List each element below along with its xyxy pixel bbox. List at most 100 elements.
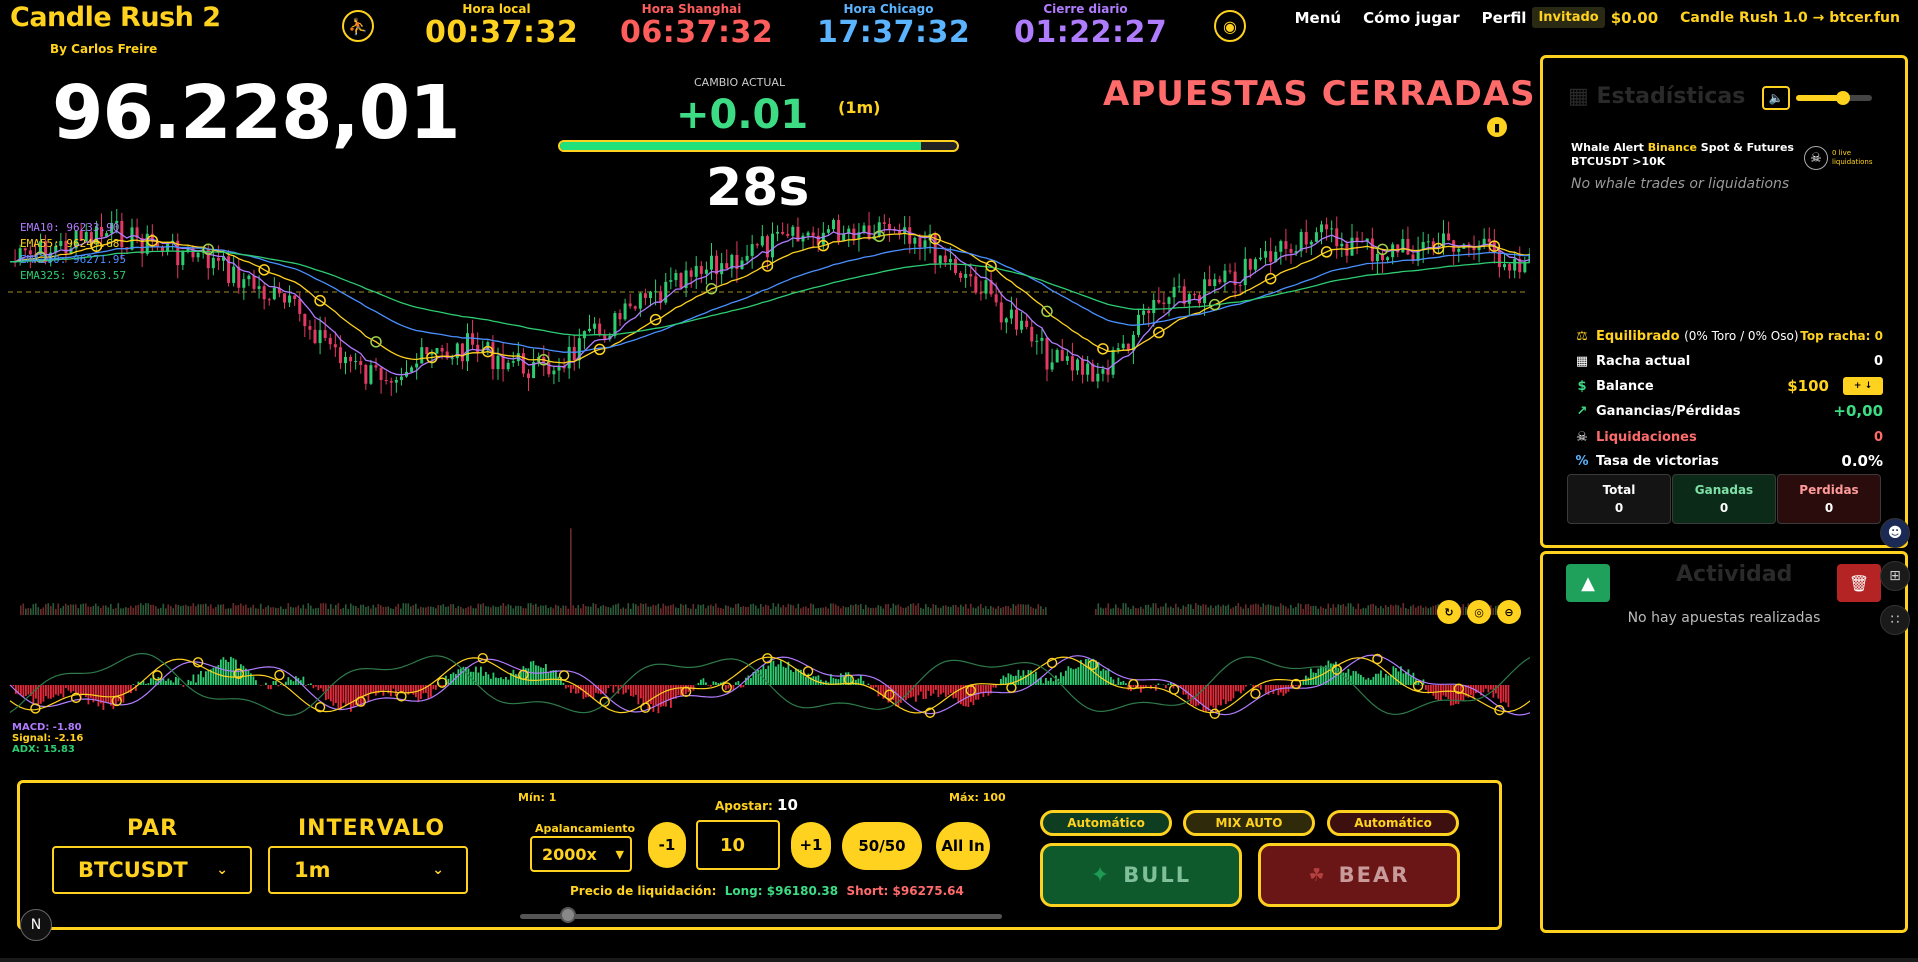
volume-bar	[957, 607, 960, 615]
area-chart-icon[interactable]: ▲	[1566, 564, 1610, 602]
auto-bull-button[interactable]: Automático	[1040, 810, 1172, 836]
crossover-marker	[1488, 240, 1501, 252]
stake-slider-handle[interactable]	[560, 907, 577, 923]
all-in-button[interactable]: All In	[936, 822, 990, 870]
topup-button[interactable]: + ↓	[1843, 377, 1883, 395]
leverage-select[interactable]: 2000x ▼	[530, 836, 632, 872]
price-chart[interactable]	[0, 200, 1530, 760]
volume-bar	[437, 605, 440, 615]
volume-bar	[925, 604, 927, 615]
volume-bar	[770, 608, 772, 615]
macd-histogram-bar	[1507, 685, 1510, 708]
center-icon[interactable]: ◎	[1467, 600, 1491, 624]
macd-histogram-bar	[65, 685, 67, 689]
candle-body	[1513, 258, 1517, 271]
mix-auto-button[interactable]: MIX AUTO	[1183, 810, 1315, 836]
volume-bar	[695, 608, 697, 615]
volume-bar	[1150, 607, 1152, 615]
candle-body	[984, 280, 988, 294]
decrement-button[interactable]: -1	[648, 822, 686, 868]
macd-cross-marker	[518, 669, 529, 681]
candle-body	[623, 303, 627, 320]
reset-icon[interactable]: ↻	[1437, 600, 1461, 624]
candle-body	[354, 361, 358, 363]
macd-histogram-bar	[187, 679, 190, 685]
macd-histogram-bar	[810, 677, 812, 685]
interval-select[interactable]: 1m ⌄	[268, 846, 468, 894]
macd-histogram-bar	[12, 685, 15, 687]
liquidations-value: 0	[1873, 429, 1883, 445]
macd-histogram-bar	[1222, 685, 1225, 700]
auto-bear-button[interactable]: Automático	[1327, 810, 1459, 836]
bear-button[interactable]: ☘ BEAR	[1258, 843, 1460, 907]
macd-histogram-bar	[277, 685, 280, 687]
bull-button[interactable]: ✦ BULL	[1040, 843, 1242, 907]
macd-histogram-bar	[767, 665, 770, 685]
volume-bar	[152, 604, 155, 615]
volume-bar	[697, 604, 700, 615]
macd-histogram-bar	[940, 685, 942, 695]
increment-button[interactable]: +1	[791, 822, 831, 868]
target-icon[interactable]: ◉	[1214, 10, 1246, 42]
volume-bar	[827, 608, 830, 615]
balanced-label: Equilibrado	[1596, 328, 1680, 344]
clock-daily-close-label: Cierre diario	[1043, 2, 1128, 16]
volume-bar	[1172, 607, 1175, 615]
volume-bar	[867, 607, 870, 615]
macd-histogram-bar	[615, 685, 617, 687]
macd-cross-marker	[599, 696, 610, 707]
volume-bar	[1145, 604, 1147, 615]
crop-icon[interactable]: ⊞	[1880, 561, 1910, 591]
macd-histogram-bar	[900, 685, 902, 703]
candle-body	[471, 333, 475, 345]
volume-slider[interactable]	[1796, 95, 1872, 101]
macd-histogram-bar	[840, 673, 842, 685]
macd-histogram-bar	[1027, 670, 1030, 685]
volume-handle[interactable]	[1836, 91, 1851, 105]
macd-histogram-bar	[592, 685, 595, 700]
macd-histogram-bar	[1207, 685, 1210, 711]
macd-histogram-bar	[870, 685, 872, 689]
zoom-out-icon[interactable]: ⊖	[1497, 600, 1521, 624]
candle-body	[349, 356, 353, 362]
n-badge[interactable]: N	[20, 909, 52, 941]
volume-bar	[967, 608, 970, 615]
nav-profile[interactable]: Perfil	[1481, 8, 1527, 27]
nav-menu[interactable]: Menú	[1294, 8, 1342, 27]
speaker-icon[interactable]: 🔈	[1762, 86, 1790, 110]
volume-bar	[515, 605, 517, 615]
version-link[interactable]: Candle Rush 1.0 → btcer.fun	[1680, 9, 1900, 26]
pair-select[interactable]: BTCUSDT ⌄	[52, 846, 252, 894]
macd-histogram-bar	[1032, 673, 1035, 685]
volume-bar	[980, 603, 982, 615]
candle-body	[491, 342, 495, 370]
trash-icon[interactable]: 🗑	[1837, 564, 1881, 602]
volume-bar	[682, 605, 685, 615]
stake-input[interactable]: 10	[696, 820, 780, 870]
candle-body	[867, 225, 871, 240]
candle-body	[430, 353, 434, 355]
robot-icon[interactable]: ☻	[1880, 518, 1910, 548]
bar-chart-icon[interactable]: ▮	[1487, 117, 1507, 137]
crossover-marker	[1320, 246, 1333, 258]
candle-body	[64, 240, 68, 254]
candle-body	[105, 233, 109, 237]
runner-icon[interactable]: ⛹	[342, 10, 374, 42]
candle-body	[887, 223, 891, 230]
volume-bar	[215, 606, 217, 615]
nav-how-to-play[interactable]: Cómo jugar	[1363, 8, 1460, 27]
macd-histogram-bar	[32, 685, 35, 705]
macd-histogram-bar	[250, 673, 252, 685]
macd-histogram-bar	[1025, 675, 1027, 685]
macd-histogram-bar	[447, 678, 450, 685]
stake-slider[interactable]	[520, 914, 1002, 919]
macd-histogram-bar	[1407, 669, 1410, 685]
volume-bar	[865, 604, 867, 615]
macd-histogram-bar	[757, 670, 760, 685]
volume-bar	[1042, 608, 1045, 615]
volume-bar	[1375, 605, 1377, 615]
crossover-marker	[985, 260, 997, 272]
candlestick-chart[interactable]	[0, 200, 1530, 760]
grid-icon[interactable]: ∷	[1880, 605, 1910, 635]
half-button[interactable]: 50/50	[842, 822, 922, 870]
